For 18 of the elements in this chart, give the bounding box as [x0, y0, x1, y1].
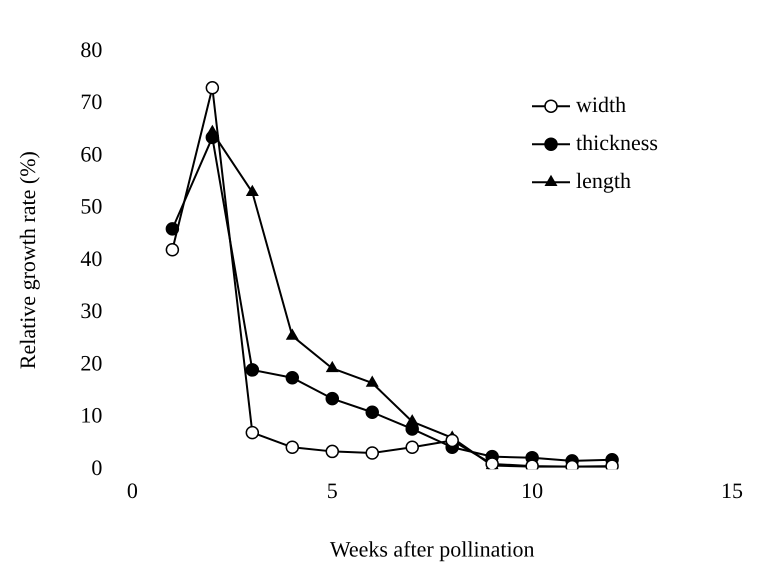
y-tick-label: 0: [91, 454, 102, 480]
x-tick-label: 15: [721, 478, 743, 504]
y-tick-label: 20: [80, 350, 102, 376]
y-tick-label: 10: [80, 402, 102, 428]
x-axis-title: Weeks after pollination: [330, 536, 535, 562]
y-tick-label: 30: [80, 298, 102, 324]
legend-label: thickness: [576, 130, 658, 155]
y-tick-label: 70: [80, 89, 102, 114]
legend-label: length: [576, 168, 631, 193]
legend-label: width: [576, 92, 626, 117]
x-tick-label: 5: [326, 478, 338, 504]
x-tick-label: 0: [126, 478, 138, 504]
y-tick-label: 80: [80, 36, 102, 62]
y-tick-label: 40: [80, 246, 102, 271]
x-tick-label: 10: [521, 478, 544, 504]
y-tick-label: 50: [80, 194, 102, 219]
y-axis-title: Relative growth rate (%): [14, 151, 40, 370]
y-tick-label: 60: [80, 141, 102, 166]
